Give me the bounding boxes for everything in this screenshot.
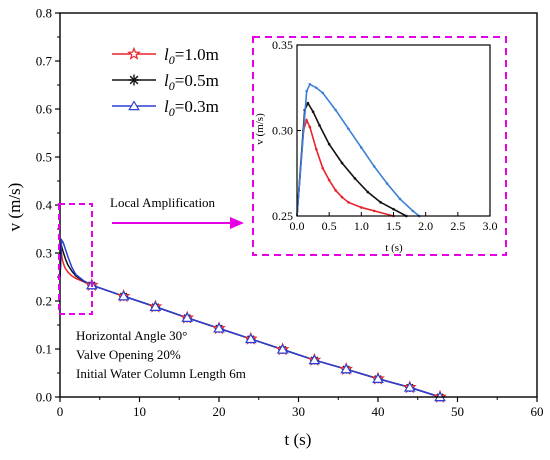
y-tick-label: 0.5 — [36, 150, 52, 165]
inset-y-tick-label: 0.30 — [272, 124, 293, 138]
marker-triangle — [117, 290, 130, 301]
inset-point-1 — [327, 142, 331, 146]
inset-point-2 — [315, 86, 318, 90]
inset-point-0 — [334, 189, 337, 192]
inset-point-2 — [305, 89, 308, 93]
inset-plot: 0.0 0.5 1.0 1.5 2.0 2.5 3.0 0.25 0.30 0.35 — [272, 38, 498, 233]
inset-point-2 — [398, 197, 402, 201]
annotation-valve-opening: Valve Opening 20% — [76, 347, 181, 362]
marker-triangle — [181, 312, 194, 322]
zoom-region-box — [58, 203, 93, 315]
inset-x-tick-label: 2.5 — [450, 219, 465, 233]
inset-x-tick-label: 0.0 — [290, 219, 305, 233]
marker-triangle — [308, 354, 321, 365]
inset-y-tick-label: 0.35 — [272, 38, 293, 52]
x-tick-label: 50 — [451, 404, 464, 419]
inset-point-2 — [334, 108, 337, 112]
inset-point-1 — [340, 161, 344, 165]
y-tick-label: 0.3 — [36, 246, 52, 261]
x-tick-label: 0 — [57, 404, 64, 419]
inset-point-1 — [318, 124, 321, 127]
main-plot: 0 10 20 30 40 50 60 0.0 0.1 0.2 0.3 0.4 0.5 0.6 0.7 0.8 — [36, 6, 544, 420]
inset-point-1 — [353, 177, 357, 180]
inset-y-axis-title: v (m/s) — [254, 113, 266, 145]
marker-triangle — [372, 373, 384, 383]
inset-point-0 — [308, 125, 312, 129]
inset-frame-box — [252, 36, 507, 256]
inset-point-1 — [366, 190, 370, 194]
inset-y-tick-label: 0.25 — [272, 209, 293, 223]
annotation-horizontal-angle: Horizontal Angle 30° — [76, 328, 187, 343]
inset-point-0 — [327, 178, 331, 182]
y-tick-label: 0.1 — [36, 342, 52, 357]
x-tick-label: 10 — [133, 404, 146, 419]
marker-star — [127, 46, 141, 60]
inset-point-1 — [311, 110, 315, 113]
y-tick-label: 0.8 — [36, 6, 52, 21]
marker-asterisk-stroke — [129, 75, 139, 85]
inset-point-1 — [306, 101, 310, 105]
zoom-arrow-head — [230, 217, 244, 229]
inset-x-axis-title: t (s) — [385, 242, 403, 254]
local-amplification-label: Local Amplification — [110, 195, 216, 210]
inset-point-2 — [308, 83, 312, 86]
x-tick-label: 40 — [372, 404, 385, 419]
marker-triangle — [149, 301, 162, 311]
y-tick-label: 0.7 — [36, 54, 53, 69]
y-tick-label: 0.4 — [36, 198, 53, 213]
legend-label-0: l0=1.0m — [164, 45, 219, 67]
inset-x-tick-label: 2.0 — [418, 219, 433, 233]
inset-point-2 — [347, 127, 350, 131]
marker-triangle — [244, 333, 257, 344]
marker-triangle — [213, 322, 225, 333]
legend-label-2: l0=0.3m — [164, 97, 219, 119]
inset-point-2 — [411, 209, 415, 213]
marker-triangle — [340, 363, 353, 374]
x-tick-label: 20 — [213, 404, 226, 419]
inset-point-0 — [340, 195, 344, 199]
x-tick-label: 30 — [292, 404, 305, 419]
inset-point-2 — [385, 182, 389, 185]
inset-point-0 — [305, 118, 308, 122]
inset-point-0 — [360, 206, 363, 209]
inset-point-0 — [315, 148, 318, 151]
marker-asterisk — [128, 74, 140, 86]
inset-point-1 — [392, 207, 395, 211]
inset-x-tick-label: 1.5 — [386, 219, 401, 233]
inset-x-tick-label: 3.0 — [483, 219, 498, 233]
inset-x-tick-label: 1.0 — [354, 219, 369, 233]
main-x-axis-title: t (s) — [285, 430, 312, 449]
inset-point-1 — [379, 201, 382, 204]
x-tick-label: 60 — [531, 404, 544, 419]
legend: l0=1.0m l0=0.5m l0=0.3m — [112, 45, 219, 119]
inset-point-0 — [321, 166, 325, 170]
annotation-water-column: Initial Water Column Length 6m — [76, 366, 246, 381]
marker-triangle — [128, 100, 140, 111]
inset-x-tick-label: 0.5 — [322, 219, 337, 233]
y-tick-label: 0.6 — [36, 102, 53, 117]
inset-point-2 — [372, 165, 376, 168]
y-tick-label: 0.0 — [36, 390, 52, 405]
inset-point-0 — [372, 209, 376, 213]
inset-point-2 — [360, 146, 363, 149]
marker-triangle — [276, 343, 289, 354]
marker-triangle — [403, 381, 416, 392]
main-y-axis-title: v (m/s) — [5, 183, 24, 232]
inset-point-0 — [347, 201, 350, 204]
y-tick-label: 0.2 — [36, 294, 52, 309]
legend-label-1: l0=0.5m — [164, 71, 219, 93]
inset-point-2 — [321, 91, 325, 95]
